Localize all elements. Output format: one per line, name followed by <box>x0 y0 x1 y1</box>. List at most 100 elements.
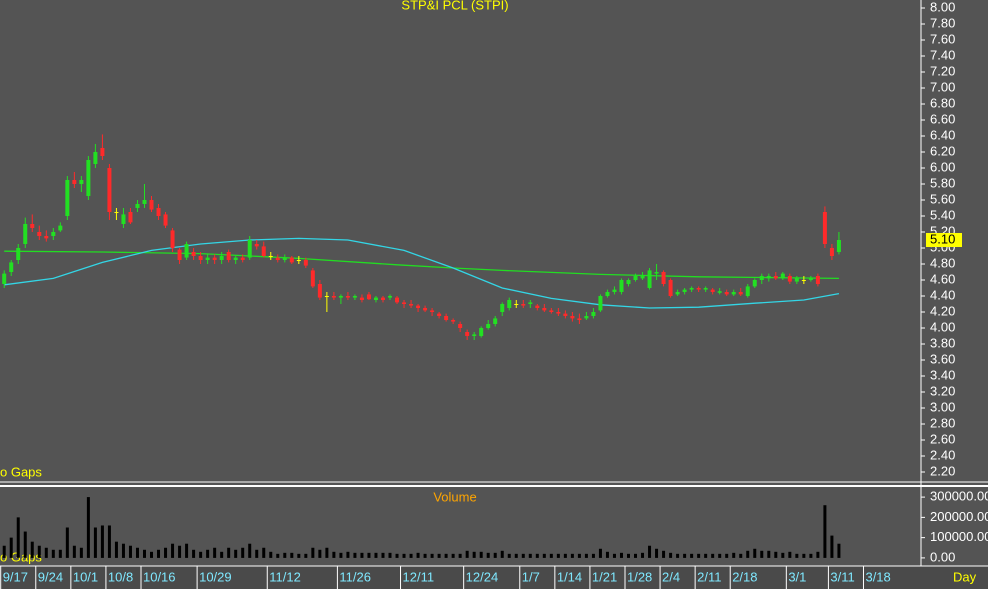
candle-body <box>577 318 582 320</box>
volume-bar <box>423 553 427 558</box>
candle-body <box>423 308 428 311</box>
volume-bar <box>360 552 364 558</box>
volume-bar <box>704 553 708 558</box>
candle-body <box>675 292 680 295</box>
candle-body <box>16 248 21 260</box>
volume-bar <box>781 552 785 558</box>
candle-body <box>163 214 168 226</box>
candle-body <box>226 252 231 260</box>
candle-body <box>416 305 421 308</box>
candle-body <box>359 297 364 300</box>
volume-bar <box>472 551 476 558</box>
volume-bar <box>837 543 841 558</box>
candle-body <box>780 273 785 279</box>
volume-bar <box>760 550 764 558</box>
volume-bar <box>409 553 413 558</box>
volume-bar <box>220 551 224 558</box>
volume-bar <box>486 552 490 558</box>
volume-bar <box>332 551 336 558</box>
volume-bar <box>262 547 266 558</box>
candle-body <box>745 286 750 296</box>
volume-bar <box>150 551 154 558</box>
volume-bar <box>591 553 595 558</box>
x-tick-label: 10/1 <box>73 569 98 584</box>
volume-bar <box>690 553 694 558</box>
volume-bar <box>767 550 771 558</box>
candle-body <box>72 180 77 184</box>
volume-bar <box>753 548 757 558</box>
candle-body <box>668 280 673 296</box>
candle-body <box>647 270 652 288</box>
y-tick-label: 4.80 <box>930 255 955 270</box>
volume-bar <box>374 552 378 558</box>
y-tick-label: 3.60 <box>930 351 955 366</box>
candle-body <box>829 248 834 256</box>
candle-body <box>121 214 126 224</box>
y-tick-label: 4.00 <box>930 319 955 334</box>
volume-bar <box>626 553 630 558</box>
volume-bar <box>634 553 638 558</box>
volume-bar <box>100 525 104 558</box>
volume-bar <box>816 551 820 558</box>
volume-bar <box>65 527 69 558</box>
volume-bar <box>500 550 504 558</box>
y-tick-label: 4.60 <box>930 271 955 286</box>
candle-body <box>409 304 414 306</box>
candle-body <box>563 313 568 316</box>
candle-body <box>808 278 813 280</box>
y-tick-label: 5.40 <box>930 207 955 222</box>
candle-body <box>114 212 119 213</box>
candle-body <box>682 289 687 292</box>
volume-bar <box>128 545 132 558</box>
moving-average <box>4 237 840 309</box>
volume-bar <box>290 552 294 558</box>
candle-body <box>451 320 456 322</box>
candle-body <box>212 257 217 260</box>
volume-bar <box>234 549 238 558</box>
y-tick-label: 3.40 <box>930 367 955 382</box>
volume-bar <box>556 553 560 558</box>
candle-body <box>142 200 147 204</box>
volume-bar <box>802 553 806 558</box>
volume-bar <box>44 547 48 558</box>
volume-bar <box>86 497 90 558</box>
candle-body <box>135 204 140 208</box>
x-tick-label: 9/24 <box>38 569 63 584</box>
candle-body <box>619 280 624 292</box>
candle-body <box>479 328 484 336</box>
volume-bar <box>269 551 273 558</box>
candle-body <box>773 276 778 279</box>
candle-body <box>696 288 701 290</box>
volume-bar <box>612 553 616 558</box>
volume-bar <box>732 552 736 558</box>
volume-bar <box>255 549 259 558</box>
candle-body <box>380 297 385 300</box>
volume-bar <box>746 550 750 558</box>
volume-title: Volume <box>433 489 476 504</box>
candle-body <box>388 296 393 298</box>
x-tick-label: 2/11 <box>697 569 721 584</box>
candle-body <box>472 334 477 336</box>
volume-bar <box>2 545 6 558</box>
y-tick-label: 6.60 <box>930 111 955 126</box>
candle-body <box>444 316 449 320</box>
candle-body <box>542 308 547 311</box>
candle-body <box>177 249 182 260</box>
x-tick-label: 12/11 <box>403 569 435 584</box>
candle-body <box>170 230 175 248</box>
volume-bar <box>430 553 434 558</box>
volume-bar <box>711 553 715 558</box>
candle-body <box>801 280 806 281</box>
date-bar <box>0 566 988 589</box>
candle-body <box>521 304 526 306</box>
candle-body <box>710 289 715 292</box>
volume-bar <box>451 553 455 558</box>
candle-body <box>822 212 827 244</box>
candle-body <box>9 262 14 272</box>
candle-body <box>654 272 659 274</box>
candle-body <box>247 240 252 258</box>
candle-body <box>261 246 266 256</box>
x-tick-label: 11/12 <box>269 569 301 584</box>
x-axis-label: Day <box>953 569 977 584</box>
y-tick-label: 2.40 <box>930 447 955 462</box>
